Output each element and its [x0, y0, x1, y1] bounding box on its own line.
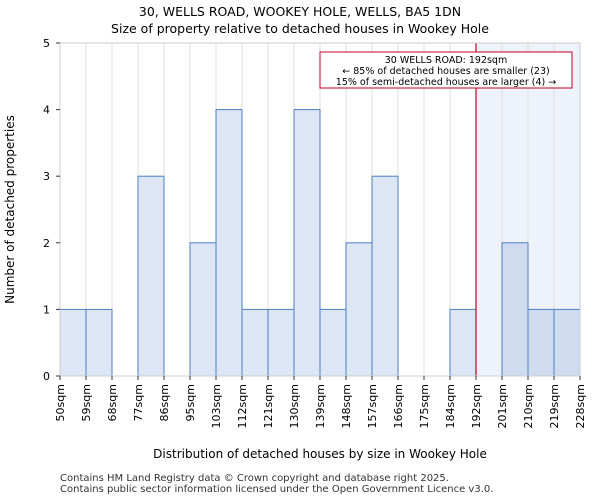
y-tick-label: 2 [43, 237, 50, 250]
annotation-line-2: ← 85% of detached houses are smaller (23… [342, 66, 549, 77]
bar-157sqm [371, 175, 399, 377]
x-tick-label: 130sqm [288, 384, 301, 428]
x-tick-label: 175sqm [418, 384, 431, 428]
x-tick-label: 86sqm [158, 384, 171, 421]
bar-130sqm [293, 109, 321, 377]
bar-50sqm [59, 308, 87, 377]
bar-112sqm [241, 308, 269, 377]
x-tick-label: 68sqm [106, 384, 119, 421]
x-tick-label: 139sqm [314, 384, 327, 428]
chart-title: 30, WELLS ROAD, WOOKEY HOLE, WELLS, BA5 … [138, 4, 462, 19]
x-tick-label: 112sqm [236, 384, 249, 428]
x-tick-label: 219sqm [548, 384, 561, 428]
y-tick-label: 1 [43, 303, 50, 316]
chart-subtitle: Size of property relative to detached ho… [111, 21, 489, 36]
x-tick-label: 148sqm [340, 384, 353, 428]
x-tick-label: 210sqm [522, 384, 535, 428]
x-tick-label: 192sqm [470, 384, 483, 428]
x-tick-label: 121sqm [262, 384, 275, 428]
x-axis: 50sqm 59sqm 68sqm 77sqm 86sqm 95sqm 103sqm 112s… [54, 376, 587, 428]
bars [59, 109, 581, 377]
bar-103sqm [215, 109, 243, 377]
x-tick-label: 201sqm [496, 384, 509, 428]
y-axis-label: Number of detached properties [3, 115, 17, 304]
histogram-chart: 0 1 2 3 4 5 50sqm 59sqm 68sqm 77sqm 86sqm 95sqm 103… [3, 37, 587, 461]
annotation-line-1: 30 WELLS ROAD: 192sqm [385, 55, 507, 66]
bar-201sqm [501, 242, 529, 377]
x-tick-label: 166sqm [392, 384, 405, 428]
x-axis-label: Distribution of detached houses by size … [153, 447, 487, 461]
bar-139sqm [319, 308, 347, 377]
x-tick-label: 103sqm [210, 384, 223, 428]
x-tick-label: 157sqm [366, 384, 379, 428]
bar-148sqm [345, 242, 373, 377]
x-tick-label: 50sqm [54, 384, 67, 421]
footer-line-2: Contains public sector information licen… [60, 484, 494, 495]
y-tick-label: 0 [43, 370, 50, 383]
bar-59sqm [85, 308, 113, 377]
y-tick-label: 4 [43, 104, 50, 117]
bar-210sqm [527, 308, 555, 377]
footer-line-1: Contains HM Land Registry data © Crown c… [60, 473, 449, 484]
bar-121sqm [267, 308, 295, 377]
x-tick-label: 77sqm [132, 384, 145, 421]
bar-77sqm [137, 175, 165, 377]
x-tick-label: 184sqm [444, 384, 457, 428]
bar-219sqm [553, 308, 581, 377]
annotation-line-3: 15% of semi-detached houses are larger (… [336, 77, 556, 88]
annotation-box: 30 WELLS ROAD: 192sqm ← 85% of detached … [319, 51, 573, 89]
annotation-frame [319, 51, 573, 89]
x-tick-label: 95sqm [184, 384, 197, 421]
y-axis: 0 1 2 3 4 5 [43, 37, 60, 383]
y-tick-label: 5 [43, 37, 50, 50]
bar-95sqm [189, 242, 217, 377]
x-tick-label: 59sqm [80, 384, 93, 421]
bar-184sqm [449, 308, 477, 377]
x-tick-label: 228sqm [574, 384, 587, 428]
y-tick-label: 3 [43, 170, 50, 183]
